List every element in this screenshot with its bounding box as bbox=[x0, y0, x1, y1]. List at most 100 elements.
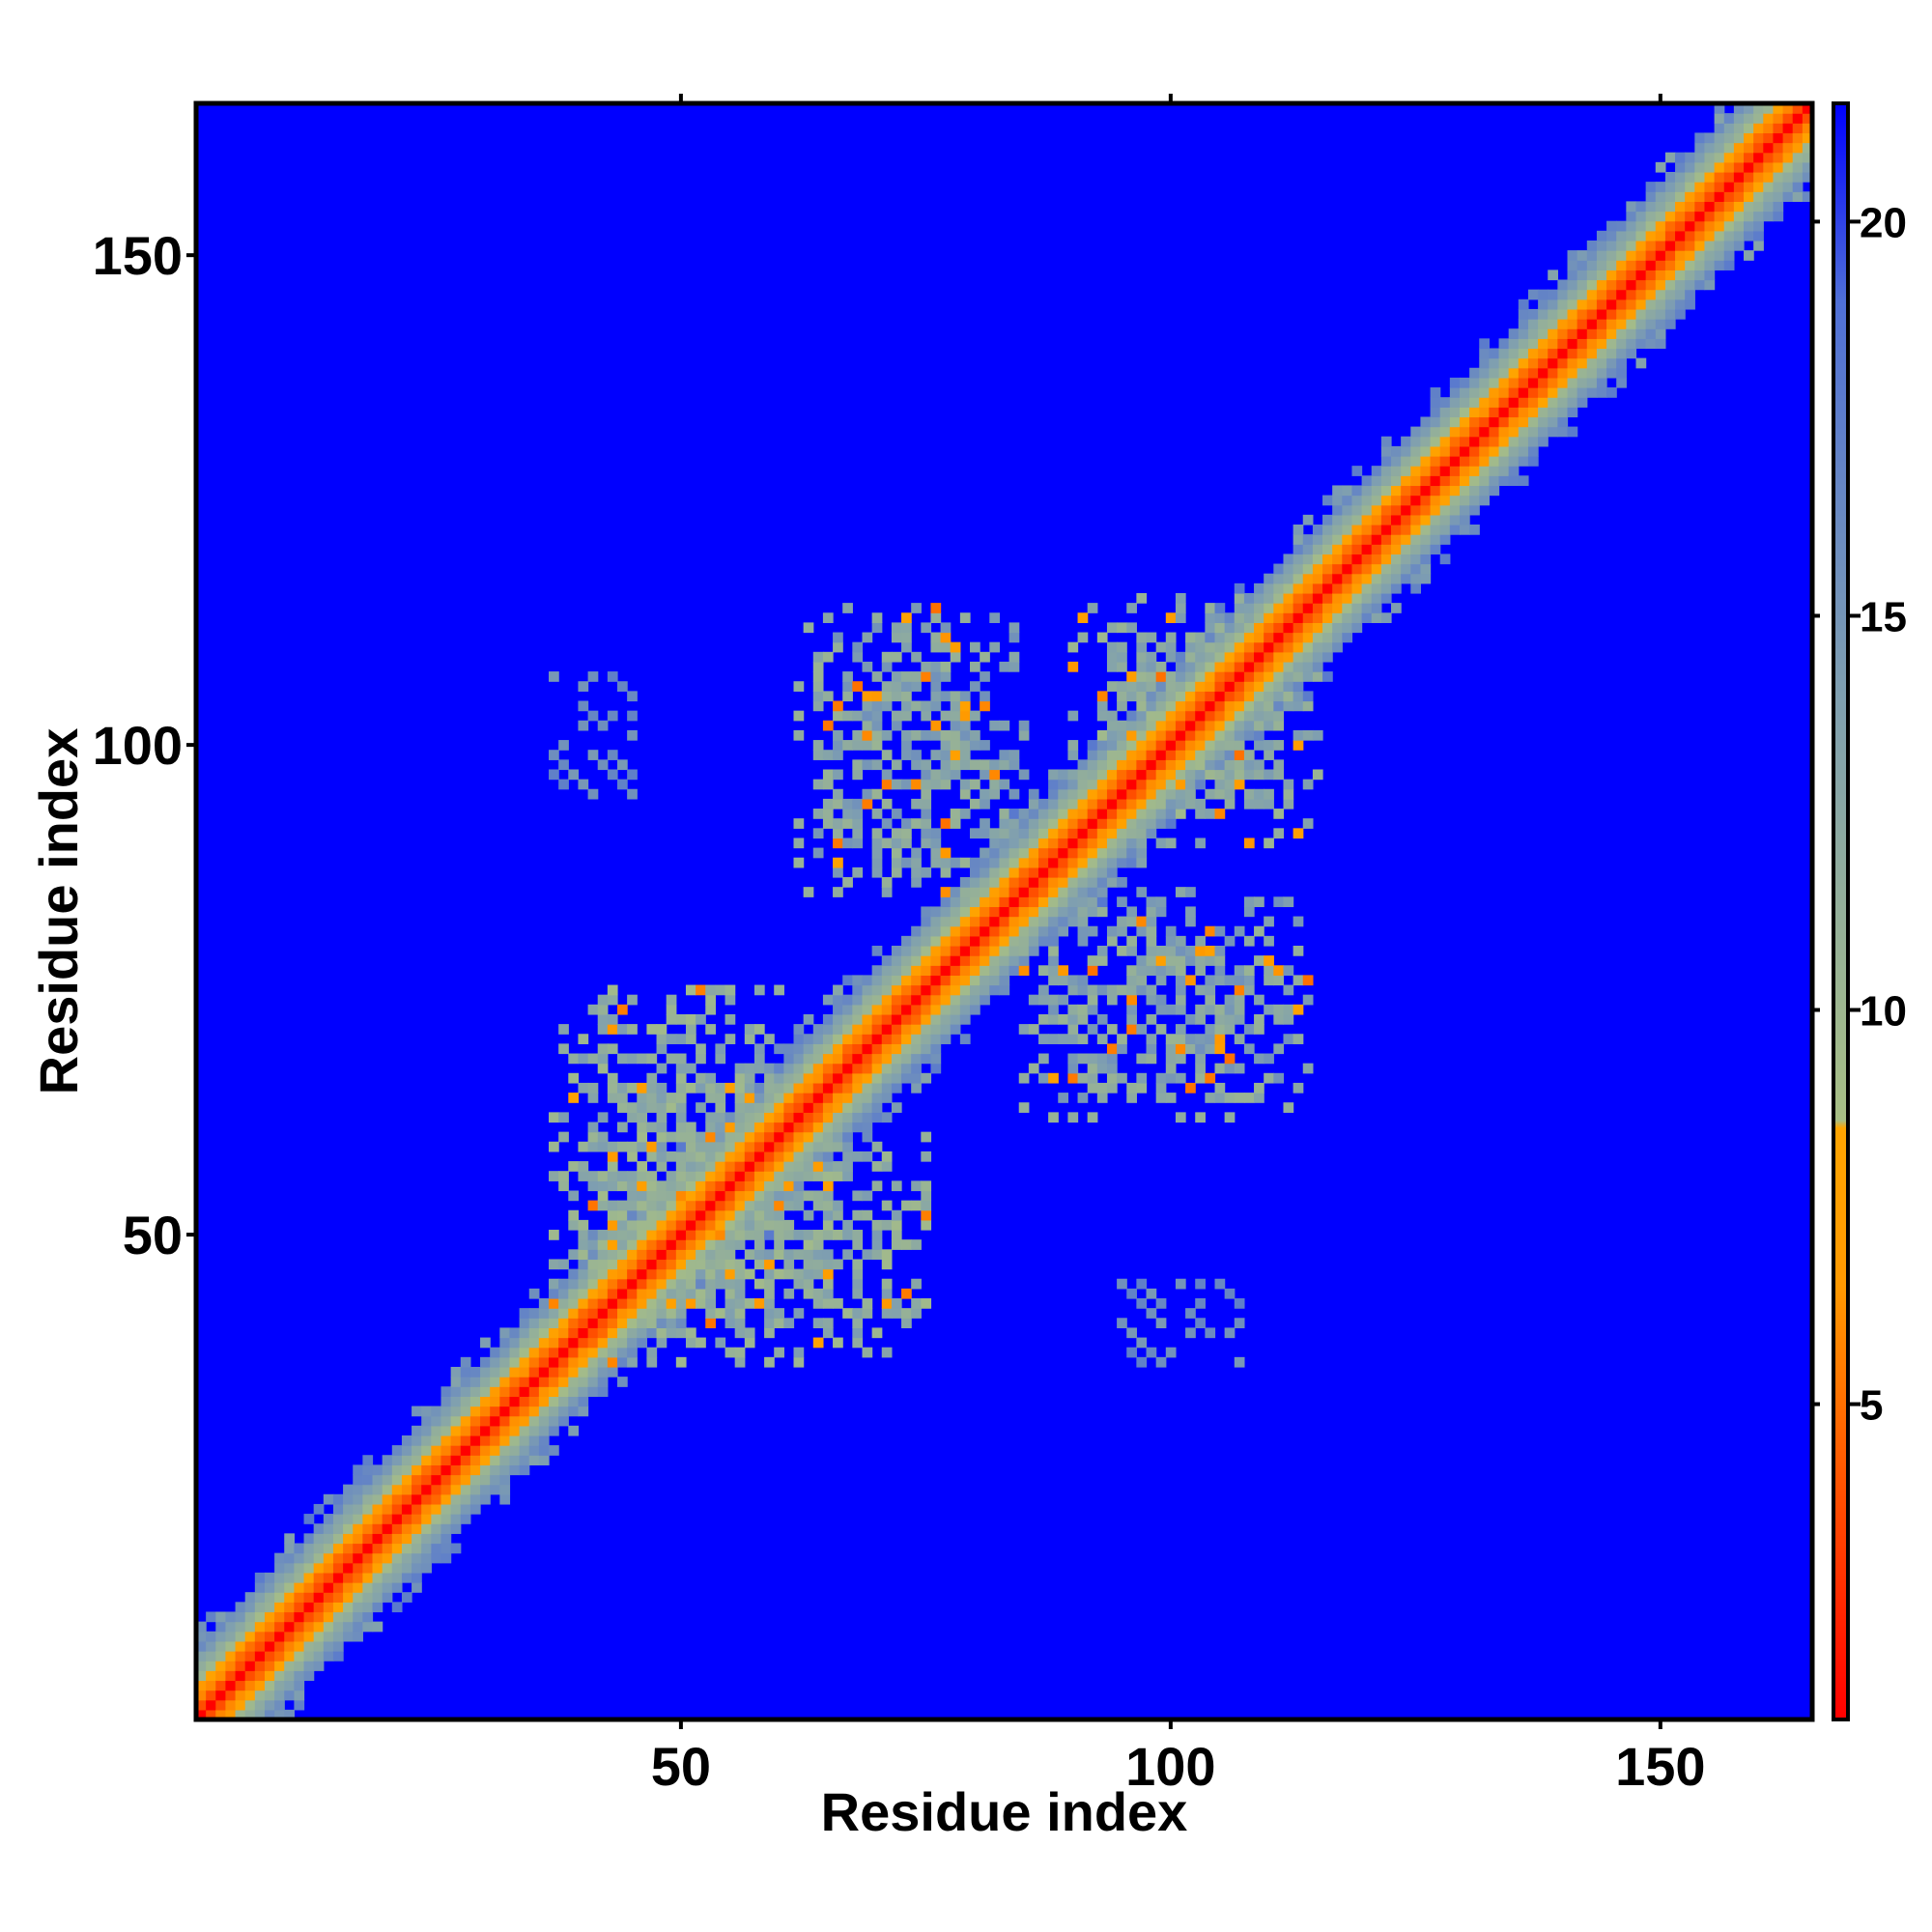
heatmap-cell bbox=[812, 1151, 824, 1162]
heatmap-cell bbox=[1058, 994, 1069, 1006]
heatmap-cell bbox=[1469, 426, 1480, 438]
heatmap-cell bbox=[637, 1318, 648, 1329]
heatmap-cell bbox=[724, 1180, 736, 1192]
heatmap-cell bbox=[734, 1230, 746, 1240]
heatmap-cell bbox=[353, 1611, 363, 1623]
heatmap-cell bbox=[724, 1268, 736, 1280]
heatmap-cell bbox=[1165, 632, 1177, 643]
heatmap-cell bbox=[871, 809, 883, 819]
heatmap-cell bbox=[549, 1308, 559, 1319]
heatmap-cell bbox=[1685, 182, 1695, 192]
heatmap-cell bbox=[587, 1366, 599, 1378]
heatmap-cell bbox=[1205, 603, 1216, 613]
heatmap-cell bbox=[911, 1072, 922, 1084]
heatmap-cell bbox=[901, 750, 912, 760]
heatmap-cell bbox=[362, 1572, 374, 1583]
heatmap-cell bbox=[1557, 407, 1569, 418]
heatmap-cell bbox=[1009, 818, 1020, 829]
heatmap-cell bbox=[822, 1190, 834, 1202]
heatmap-cell bbox=[1527, 319, 1539, 329]
heatmap-cell bbox=[793, 1082, 805, 1094]
heatmap-cell bbox=[1214, 691, 1226, 702]
heatmap-cell bbox=[1439, 445, 1451, 457]
heatmap-cell bbox=[1058, 779, 1069, 790]
heatmap-cell bbox=[460, 1415, 471, 1427]
heatmap-cell bbox=[753, 1209, 765, 1221]
heatmap-cell bbox=[959, 1004, 971, 1015]
heatmap-cell bbox=[391, 1455, 403, 1465]
heatmap-cell bbox=[1155, 750, 1167, 760]
heatmap-cell bbox=[842, 994, 853, 1006]
heatmap-cell bbox=[852, 798, 864, 810]
heatmap-cell bbox=[1273, 965, 1285, 977]
heatmap-cell bbox=[774, 1239, 784, 1250]
heatmap-cell bbox=[440, 1514, 452, 1524]
heatmap-cell bbox=[1117, 916, 1127, 927]
heatmap-cell bbox=[705, 1180, 716, 1192]
heatmap-cell bbox=[323, 1582, 334, 1593]
heatmap-cell bbox=[578, 1347, 589, 1358]
heatmap-cell bbox=[1694, 152, 1706, 163]
heatmap-cell bbox=[1567, 308, 1578, 320]
heatmap-cell bbox=[637, 1141, 648, 1152]
heatmap-cell bbox=[1557, 308, 1569, 320]
heatmap-cell bbox=[764, 1171, 775, 1181]
heatmap-cell bbox=[1792, 113, 1804, 124]
heatmap-cell bbox=[812, 1239, 824, 1250]
heatmap-cell bbox=[1410, 495, 1422, 506]
heatmap-cell bbox=[696, 1239, 706, 1250]
heatmap-cell bbox=[911, 975, 922, 986]
heatmap-cell bbox=[1146, 1013, 1157, 1025]
heatmap-cell bbox=[637, 1249, 648, 1261]
heatmap-cell bbox=[685, 1230, 696, 1240]
heatmap-cell bbox=[225, 1699, 237, 1711]
heatmap-cell bbox=[871, 1239, 883, 1250]
heatmap-cell bbox=[1351, 582, 1363, 594]
y-axis-title: Residue index bbox=[28, 728, 89, 1095]
heatmap-cell bbox=[215, 1680, 227, 1691]
heatmap-cell bbox=[196, 1670, 207, 1682]
heatmap-cell bbox=[1117, 828, 1127, 839]
heatmap-cell bbox=[901, 612, 912, 623]
heatmap-cell bbox=[1518, 407, 1529, 418]
heatmap-cell bbox=[940, 1024, 952, 1035]
heatmap-cell bbox=[901, 975, 912, 986]
heatmap-cell bbox=[372, 1562, 384, 1574]
heatmap-cell bbox=[803, 1230, 814, 1240]
heatmap-cell bbox=[607, 1259, 618, 1270]
heatmap-cell bbox=[734, 1288, 746, 1299]
heatmap-cell bbox=[1067, 798, 1079, 810]
heatmap-cell bbox=[812, 750, 824, 760]
heatmap-cell bbox=[705, 1141, 716, 1152]
heatmap-cell bbox=[1058, 916, 1069, 927]
heatmap-cell bbox=[578, 720, 589, 731]
heatmap-cell bbox=[1714, 152, 1725, 163]
heatmap-cell bbox=[303, 1533, 315, 1545]
heatmap-cell bbox=[1655, 298, 1666, 310]
heatmap-cell bbox=[440, 1406, 452, 1417]
heatmap-cell bbox=[1205, 1327, 1216, 1339]
heatmap-cell bbox=[1342, 592, 1353, 604]
heatmap-cell bbox=[1802, 152, 1813, 163]
heatmap-cell bbox=[685, 1161, 696, 1172]
heatmap-cell bbox=[911, 945, 922, 956]
heatmap-cell bbox=[1479, 495, 1490, 506]
heatmap-cell bbox=[1626, 308, 1637, 320]
heatmap-cell bbox=[1058, 809, 1069, 819]
heatmap-cell bbox=[294, 1572, 305, 1583]
heatmap-cell bbox=[1753, 182, 1764, 192]
heatmap-cell bbox=[1126, 916, 1137, 927]
heatmap-cell bbox=[401, 1493, 412, 1505]
heatmap-cell bbox=[705, 1190, 716, 1202]
heatmap-cell bbox=[1489, 348, 1500, 359]
heatmap-cell bbox=[1410, 554, 1422, 565]
heatmap-cell bbox=[989, 612, 1001, 623]
heatmap-cell bbox=[970, 955, 980, 966]
heatmap-cell bbox=[1645, 308, 1657, 320]
heatmap-cell bbox=[1322, 534, 1333, 545]
heatmap-cell bbox=[616, 1327, 628, 1339]
heatmap-cell bbox=[940, 1013, 952, 1025]
heatmap-cell bbox=[1733, 113, 1745, 124]
heatmap-cell bbox=[1087, 838, 1098, 849]
heatmap-cell bbox=[705, 1259, 716, 1270]
